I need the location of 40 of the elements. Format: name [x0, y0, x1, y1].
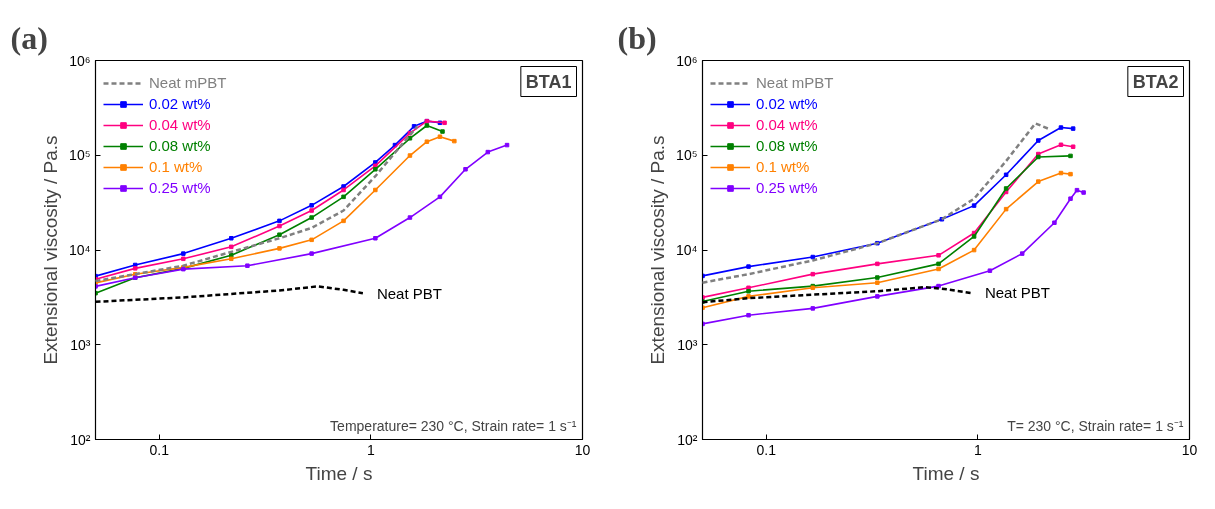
x-tick-label: 1: [366, 441, 375, 458]
y-tick-label: 10⁶: [676, 52, 698, 69]
y-tick-label: 10³: [70, 336, 91, 353]
y-axis-title: Extensional viscosity / Pa.s: [646, 135, 668, 365]
annotation: T= 230 °C, Strain rate= 1 s⁻¹: [1007, 417, 1184, 434]
y-tick-label: 10⁵: [676, 147, 698, 164]
legend-label: 0.02 wt%: [149, 95, 211, 112]
legend-label: 0.02 wt%: [756, 95, 818, 112]
y-tick-label: 10³: [677, 336, 698, 353]
legend-label: 0.04 wt%: [756, 116, 818, 133]
x-axis-title: Time / s: [305, 462, 373, 484]
annotation: Neat PBT: [984, 284, 1050, 302]
legend-label: 0.25 wt%: [149, 179, 211, 196]
y-tick-label: 10²: [677, 431, 698, 448]
text: BTA2: [1132, 71, 1179, 92]
y-tick-label: 10⁶: [69, 52, 91, 69]
legend-label: 0.08 wt%: [149, 137, 211, 154]
x-tick-label: 0.1: [149, 441, 170, 458]
y-tick-label: 10⁵: [69, 147, 91, 164]
x-tick-label: 10: [1181, 441, 1198, 458]
legend-label: 0.25 wt%: [756, 179, 818, 196]
x-axis-title: Time / s: [912, 462, 980, 484]
chart-title: (a): [10, 19, 48, 56]
x-tick-label: 1: [973, 441, 982, 458]
chart-title: (b): [617, 19, 657, 56]
legend-label: 0.1 wt%: [149, 158, 203, 175]
annotation: Temperature= 230 °C, Strain rate= 1 s⁻¹: [330, 417, 577, 434]
legend-label: 0.1 wt%: [756, 158, 810, 175]
legend-label: Neat mPBT: [149, 74, 227, 91]
text: BTA1: [525, 71, 572, 92]
legend-label: 0.08 wt%: [756, 137, 818, 154]
legend-label: 0.04 wt%: [149, 116, 211, 133]
y-tick-label: 10²: [70, 431, 91, 448]
y-axis-title: Extensional viscosity / Pa.s: [39, 135, 61, 365]
x-tick-label: 10: [574, 441, 591, 458]
y-tick-label: 10⁴: [675, 242, 698, 258]
legend-label: Neat mPBT: [756, 74, 834, 91]
x-tick-label: 0.1: [756, 441, 777, 458]
annotation: Neat PBT: [376, 284, 442, 302]
y-tick-label: 10⁴: [68, 242, 91, 258]
